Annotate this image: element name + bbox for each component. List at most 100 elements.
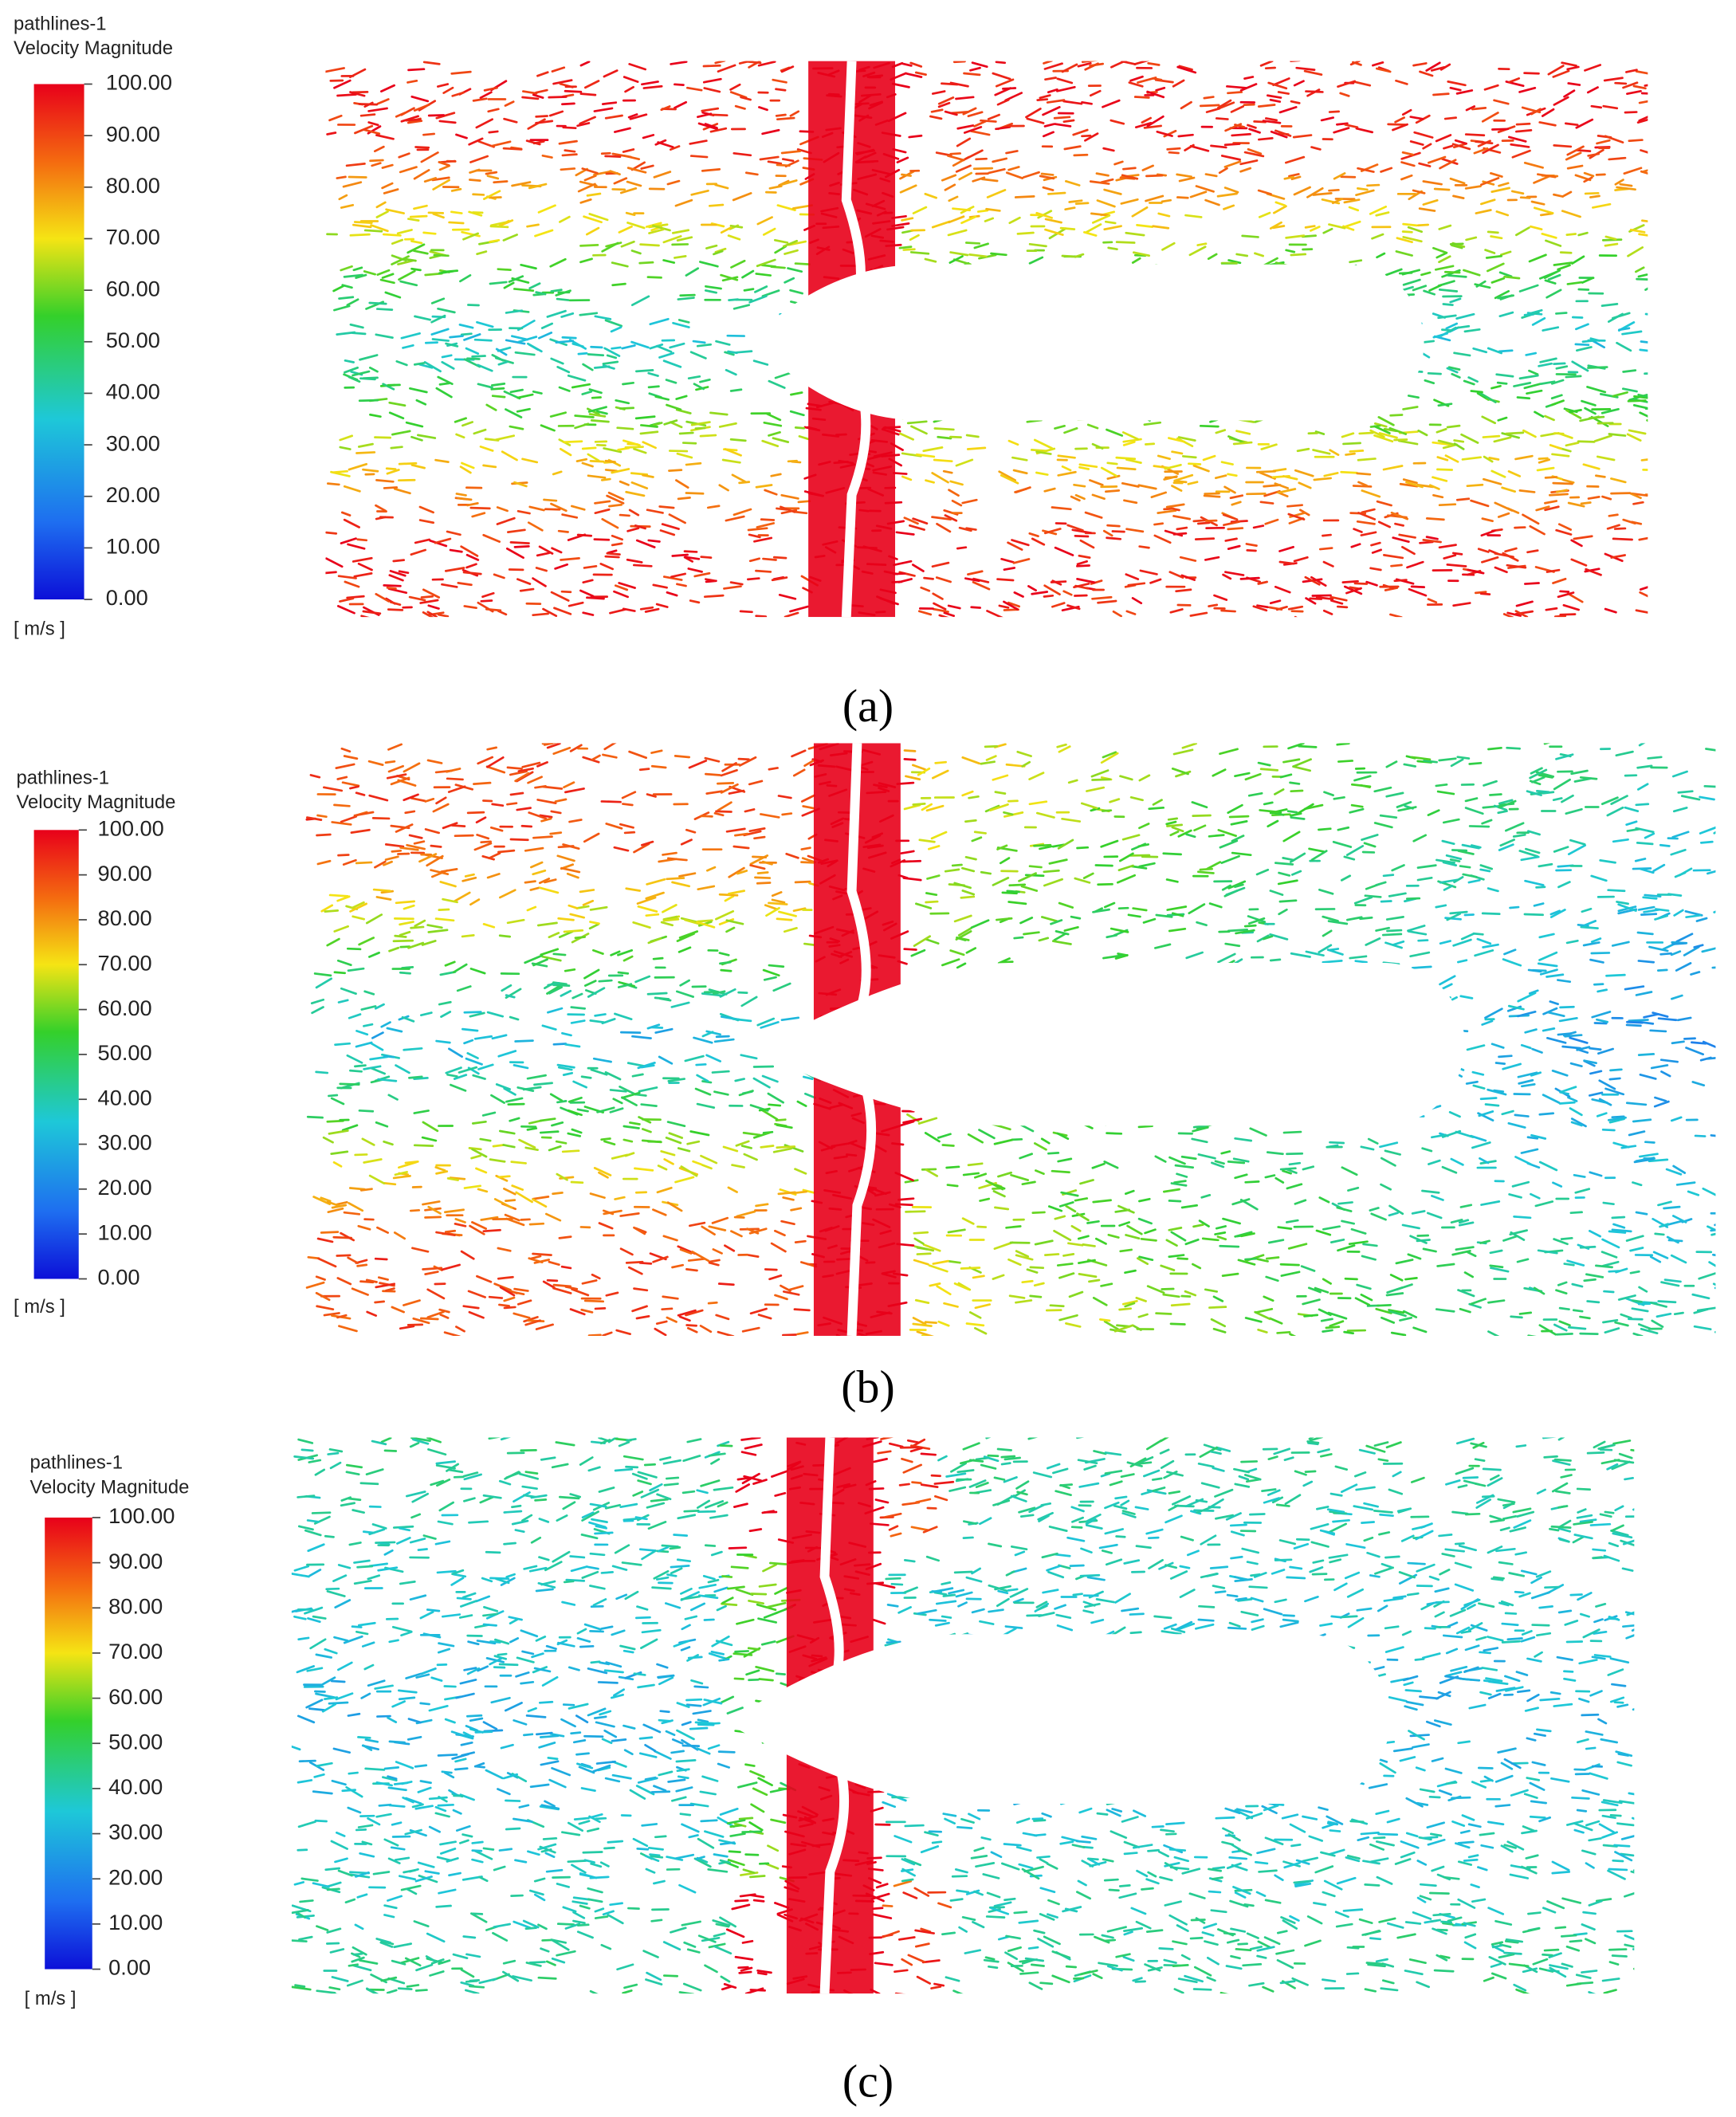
pathline	[734, 832, 749, 837]
pathline	[1033, 843, 1052, 847]
pathline	[387, 764, 404, 773]
pathline	[646, 793, 657, 798]
pathline	[794, 1168, 807, 1175]
pathline	[1622, 369, 1637, 373]
pathline	[349, 902, 367, 913]
pathline	[1614, 179, 1624, 186]
pathline	[1070, 915, 1082, 920]
pathline	[383, 486, 399, 489]
pathline	[1348, 1240, 1369, 1246]
pathline	[361, 1137, 375, 1146]
pathline	[1228, 815, 1250, 819]
pathline	[1322, 560, 1334, 568]
pathline	[1360, 531, 1377, 536]
pathline	[967, 111, 984, 118]
pathline	[1293, 186, 1311, 196]
pathline	[509, 838, 529, 842]
pathline	[1206, 861, 1222, 870]
pathline	[1471, 107, 1487, 111]
pathline	[1566, 1259, 1585, 1267]
pathline	[556, 297, 570, 301]
pathline	[1513, 382, 1532, 387]
pathline	[1051, 1169, 1070, 1174]
pathline	[1350, 783, 1372, 788]
pathline	[1241, 234, 1259, 238]
pathline	[701, 1080, 713, 1084]
pathline	[348, 1202, 364, 1212]
pathline	[789, 410, 805, 417]
pathline	[771, 898, 786, 904]
pathline	[1191, 801, 1208, 809]
pathline	[460, 545, 479, 557]
pathline	[1325, 1326, 1341, 1330]
pathline	[1002, 87, 1017, 90]
pathline	[1384, 587, 1399, 591]
pathline	[717, 1330, 735, 1336]
pathline	[1306, 187, 1324, 198]
pathline	[338, 194, 348, 201]
pathline	[1516, 396, 1531, 400]
pathline	[671, 553, 689, 557]
pathline	[1551, 1069, 1569, 1077]
pathline	[761, 860, 773, 866]
pathline	[972, 1275, 985, 1279]
pathline	[1640, 149, 1648, 154]
pathline	[1168, 927, 1187, 933]
pathline	[1570, 539, 1583, 548]
pathline	[1086, 423, 1099, 430]
pathline	[497, 360, 509, 366]
pathline	[445, 1066, 462, 1074]
pathline	[645, 913, 660, 917]
pathline	[1538, 933, 1555, 939]
pathline	[1231, 1198, 1251, 1206]
pathline	[590, 345, 603, 349]
pathline	[1548, 493, 1569, 497]
pathline	[1058, 1272, 1075, 1279]
pathline	[956, 936, 970, 941]
pathline	[1027, 585, 1037, 592]
pathline	[903, 803, 921, 811]
pathline	[1642, 169, 1648, 173]
pathline	[1102, 99, 1121, 108]
pathline	[631, 1035, 652, 1039]
pathline	[404, 1161, 419, 1165]
pathline	[374, 860, 387, 869]
pathline	[446, 530, 461, 536]
pathline	[1185, 951, 1204, 960]
pathline	[728, 890, 746, 895]
pathline	[336, 331, 356, 336]
pathline	[1020, 885, 1039, 892]
pathline	[1323, 472, 1339, 477]
pathline	[1357, 481, 1369, 487]
pathline	[1377, 416, 1395, 426]
pathline	[1192, 814, 1212, 817]
pathline	[648, 223, 669, 229]
pathline	[557, 1066, 573, 1071]
pathline	[780, 1016, 800, 1022]
pathline	[580, 1308, 594, 1314]
pathline	[1517, 1010, 1537, 1018]
pathline	[1147, 62, 1161, 66]
pathline	[1276, 1330, 1291, 1334]
pathline	[1518, 850, 1539, 858]
pathline	[337, 854, 350, 857]
pathline	[1632, 501, 1644, 505]
pathline	[1304, 575, 1321, 586]
pathline	[1604, 607, 1617, 614]
pathline	[762, 968, 780, 977]
pathline	[701, 1031, 714, 1038]
pathline	[1504, 822, 1525, 832]
pathline	[1138, 1197, 1151, 1203]
pathline	[1590, 874, 1608, 882]
pathline	[561, 336, 577, 340]
pathline	[1454, 139, 1468, 145]
pathline	[1121, 834, 1141, 841]
pathline	[1188, 462, 1202, 465]
pathline	[756, 216, 773, 226]
pathline	[660, 105, 671, 112]
pathline	[1483, 84, 1499, 91]
pathline	[1428, 284, 1443, 292]
pathline	[1621, 387, 1638, 393]
pathline	[613, 846, 630, 852]
pathline	[1569, 839, 1586, 846]
